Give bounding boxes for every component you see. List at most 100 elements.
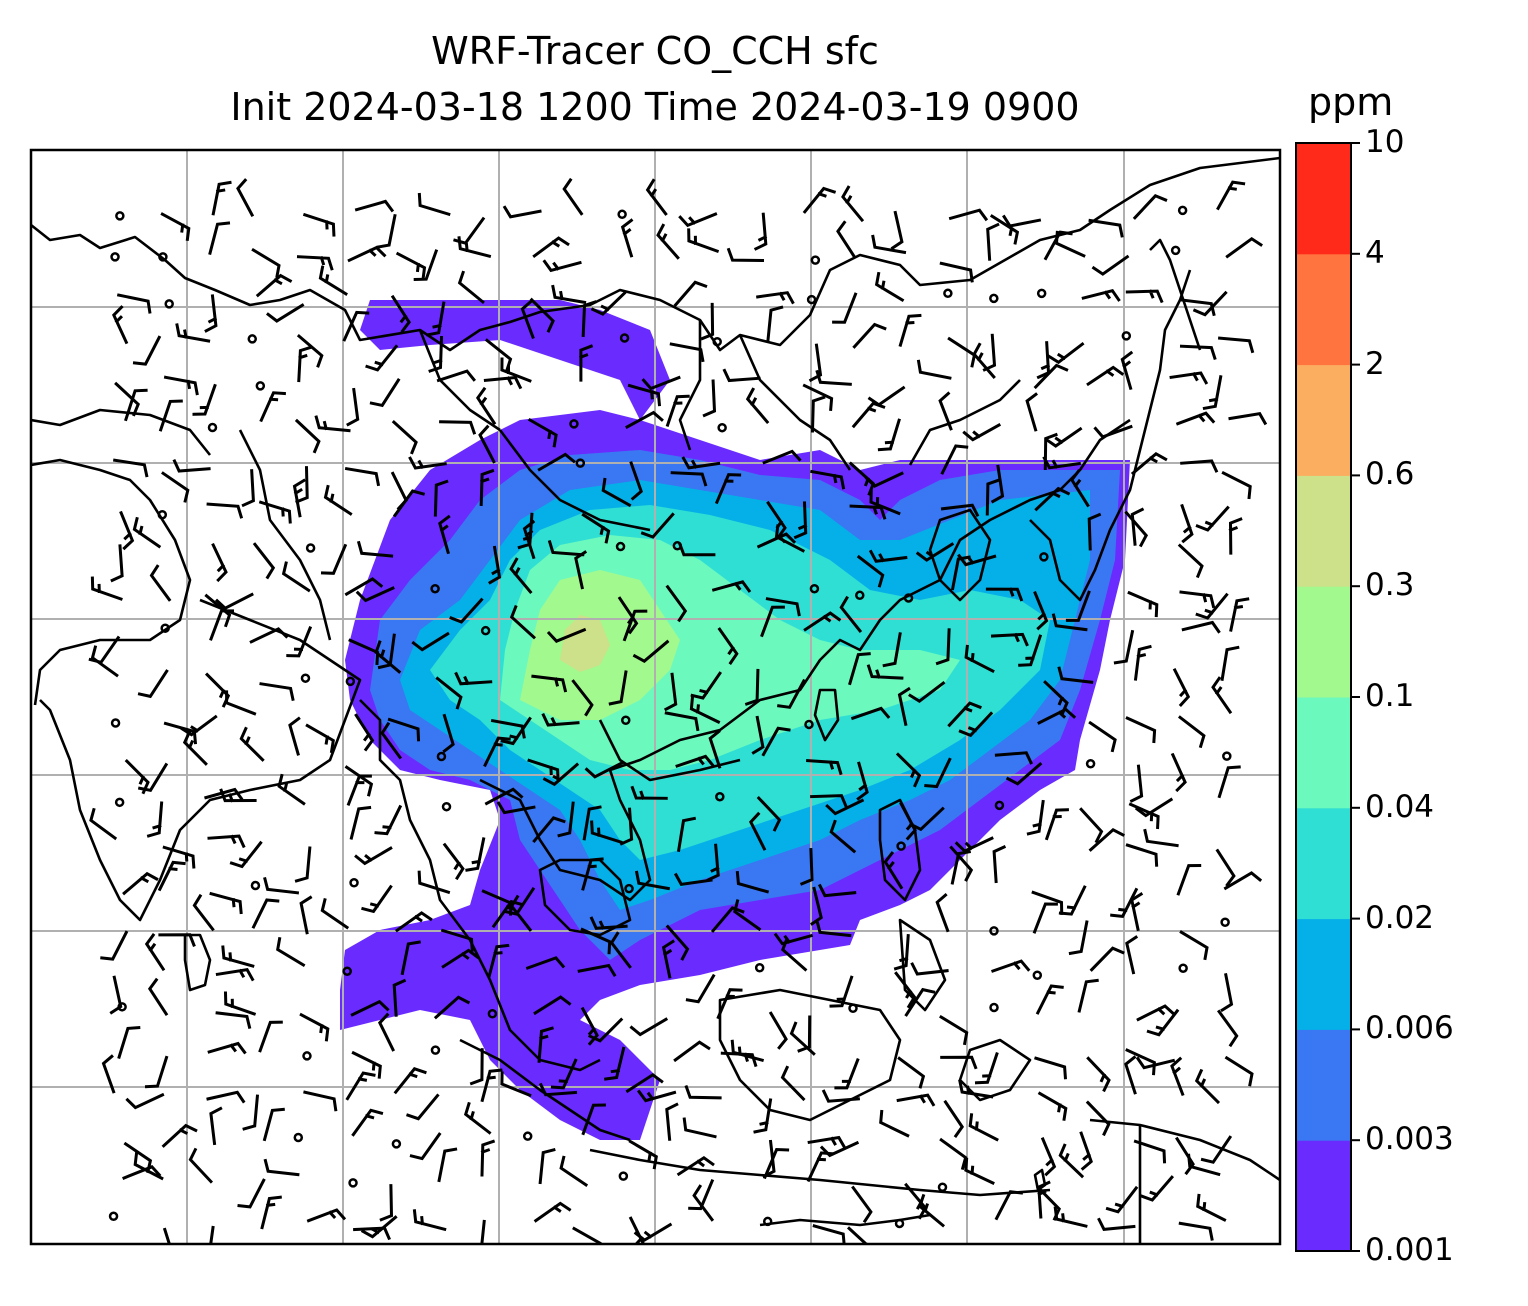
wind-barb — [625, 410, 664, 430]
wind-barb — [525, 956, 566, 970]
wind-barb — [133, 1151, 164, 1181]
wind-barb — [374, 640, 402, 674]
wind-barb — [124, 388, 148, 422]
wind-barb — [437, 1147, 458, 1183]
wind-barb — [204, 593, 232, 628]
wind-barb — [294, 846, 312, 883]
wind-barb — [207, 1041, 247, 1055]
wind-barb — [302, 212, 336, 237]
wind-barb — [296, 333, 324, 368]
wind-barb — [411, 631, 450, 652]
wind-barb — [393, 1067, 427, 1095]
colorbar-segment — [1296, 475, 1351, 587]
wind-barb — [1146, 1008, 1180, 1037]
wind-barb — [620, 218, 634, 258]
wind-barb — [1034, 1056, 1068, 1080]
wind-barb — [1037, 1180, 1051, 1219]
wind-barb — [665, 1102, 679, 1141]
wind-barb — [209, 1106, 223, 1146]
wind-barb — [964, 644, 995, 674]
wind-barb — [209, 1225, 215, 1244]
wind-barb — [1215, 848, 1236, 887]
wind-barb — [939, 1137, 968, 1171]
calm-wind-marker — [855, 590, 865, 601]
calm-wind-marker — [903, 593, 914, 603]
wind-barb — [1037, 707, 1077, 725]
wind-barb — [299, 895, 313, 935]
wind-barb — [685, 973, 716, 1004]
wind-barb — [629, 461, 643, 501]
wind-barb — [1132, 194, 1168, 220]
wind-barb — [346, 774, 372, 806]
wind-barb — [950, 555, 971, 591]
wind-barb — [894, 971, 917, 1009]
wind-barb — [236, 178, 255, 218]
wind-barb — [158, 933, 196, 947]
wind-barb — [251, 247, 281, 279]
wind-barb — [478, 424, 496, 464]
calm-wind-marker — [1170, 245, 1181, 256]
wind-barb — [851, 401, 886, 429]
wind-barb — [1196, 1193, 1227, 1222]
wind-barb — [1220, 645, 1240, 682]
wind-barb — [589, 916, 628, 930]
wind-barb — [1130, 892, 1144, 932]
wind-barb — [676, 1155, 715, 1177]
colorbar-tick-label: 0.006 — [1365, 1010, 1454, 1047]
wind-barb — [360, 1215, 398, 1239]
calm-wind-marker — [110, 718, 121, 728]
wind-barb — [1136, 1004, 1176, 1022]
wind-barb — [1124, 1055, 1137, 1095]
wind-barb — [157, 860, 186, 892]
wind-barb — [533, 995, 572, 1016]
wind-barb — [871, 234, 907, 255]
wind-barb — [1179, 298, 1216, 317]
wind-barb — [896, 1093, 936, 1107]
wind-barb — [760, 605, 785, 638]
wind-barb — [550, 1058, 578, 1090]
wind-barb — [841, 185, 865, 223]
wind-barb — [947, 701, 982, 728]
wind-barb — [897, 1056, 926, 1089]
wind-barb — [249, 627, 289, 644]
wind-barb — [426, 301, 446, 337]
wind-barb — [1125, 935, 1139, 975]
wind-barb — [537, 452, 576, 472]
wind-barbs — [88, 177, 1268, 1244]
wind-barb — [258, 1020, 283, 1053]
wind-barb — [149, 564, 172, 602]
wind-barb — [344, 765, 374, 797]
wind-barb — [990, 464, 1005, 504]
wind-barb — [400, 940, 421, 976]
wind-barb — [1180, 503, 1194, 544]
wind-barb — [483, 736, 511, 768]
wind-barb — [409, 1132, 442, 1161]
wind-barb — [395, 251, 427, 281]
wind-barb — [806, 759, 843, 776]
calm-wind-marker — [575, 458, 586, 468]
wind-barb — [262, 1107, 285, 1142]
wind-barb — [604, 1046, 626, 1081]
wind-barb — [547, 540, 585, 557]
wind-barb — [850, 706, 891, 721]
wind-barb — [318, 265, 348, 296]
wind-barb — [1044, 808, 1069, 841]
wind-barb — [682, 1117, 717, 1139]
wind-barb — [938, 391, 953, 431]
wind-barb — [1176, 863, 1202, 896]
wind-barb — [807, 1135, 847, 1150]
wind-barb — [1097, 1217, 1136, 1231]
wind-barb — [533, 1201, 572, 1223]
wind-barb — [810, 794, 848, 808]
wind-barb — [608, 670, 628, 706]
wind-barb — [692, 1184, 715, 1222]
map-title-line-1: WRF-Tracer CO_CCH sfc — [431, 29, 879, 73]
wind-barb — [380, 721, 402, 760]
wind-barb — [664, 711, 700, 732]
wind-barb — [1179, 344, 1217, 360]
wind-barb — [483, 375, 523, 390]
wind-barb — [417, 192, 451, 217]
wind-barb — [582, 805, 602, 841]
wind-barb — [856, 554, 885, 588]
wind-barb — [281, 561, 311, 593]
